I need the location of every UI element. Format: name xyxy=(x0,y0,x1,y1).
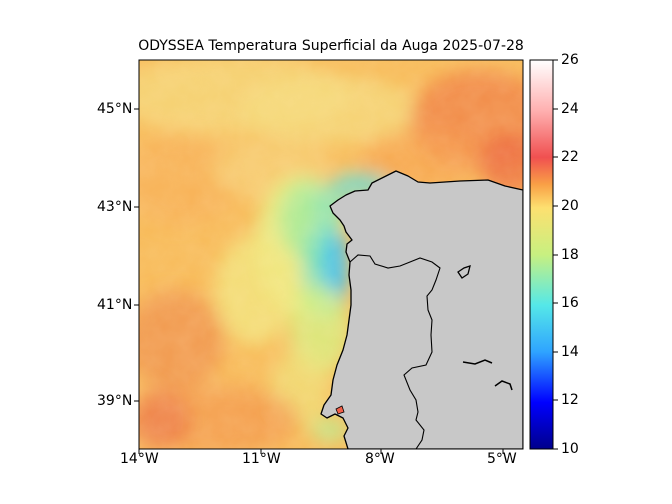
colorbar-label: 18 xyxy=(561,247,579,263)
colorbar-label: 14 xyxy=(561,344,579,360)
lat-tick-label: 43°N xyxy=(97,199,133,215)
colorbar-label: 16 xyxy=(561,295,579,311)
lon-tick-label: 14°W xyxy=(120,451,159,467)
map-frame xyxy=(138,59,524,450)
lon-tick-label: 5°W xyxy=(487,451,517,467)
colorbar-label: 26 xyxy=(561,52,579,68)
colorbar xyxy=(529,59,554,450)
colorbar-label: 10 xyxy=(561,441,579,457)
colorbar-label: 20 xyxy=(561,198,579,214)
map-ticks xyxy=(134,108,504,454)
lat-tick-label: 41°N xyxy=(97,297,133,313)
land-iberia xyxy=(320,170,523,449)
colorbar-label: 24 xyxy=(561,101,579,117)
reservoir-3 xyxy=(494,380,513,391)
map-title: ODYSSEA Temperatura Superficial da Auga … xyxy=(138,38,524,54)
border-portugal-spain xyxy=(349,254,441,449)
colorbar-label: 22 xyxy=(561,149,579,165)
reservoir-1 xyxy=(457,265,471,279)
lat-tick-label: 39°N xyxy=(97,393,133,409)
lon-tick-label: 11°W xyxy=(242,451,281,467)
colorbar-ticks xyxy=(553,59,558,450)
reservoir-2 xyxy=(462,359,493,365)
estuary xyxy=(335,405,345,415)
colorbar-label: 12 xyxy=(561,392,579,408)
map-area xyxy=(139,60,523,449)
lon-tick-label: 8°W xyxy=(365,451,395,467)
lat-tick-label: 45°N xyxy=(97,101,133,117)
